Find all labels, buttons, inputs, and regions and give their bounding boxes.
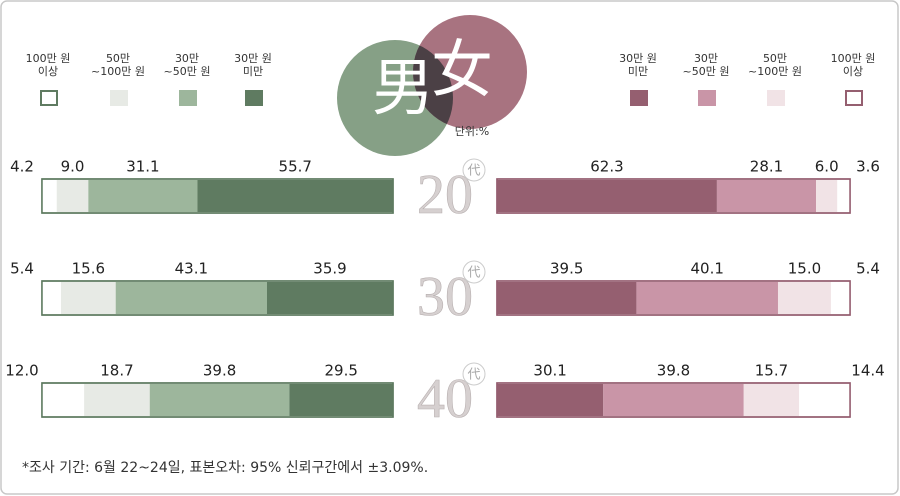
age-label: 20 (417, 164, 473, 226)
value-label: 15.6 (72, 260, 105, 278)
legend-label: 30만 원 미만 (619, 52, 657, 78)
bar-segment (497, 180, 717, 212)
legend-swatch (767, 90, 785, 106)
female-symbol: 女 (431, 33, 493, 106)
bar-segment (716, 180, 817, 212)
value-label: 30.1 (533, 362, 566, 380)
bar-segment (837, 180, 850, 212)
bar-segment (60, 282, 116, 314)
bar-segment (743, 384, 800, 416)
value-label: 39.8 (203, 362, 236, 380)
bar-segment (777, 282, 831, 314)
value-label: 43.1 (175, 260, 208, 278)
legend-label: 100만 원 이상 (25, 52, 71, 78)
value-label: 4.2 (10, 158, 34, 176)
value-label: 12.0 (5, 362, 38, 380)
bar-segment (266, 282, 393, 314)
bar-segment (289, 384, 393, 416)
legend-swatch (845, 90, 863, 106)
value-label: 35.9 (313, 260, 346, 278)
bar-border (41, 178, 394, 214)
bar-segment (603, 384, 744, 416)
legend-swatch (40, 90, 58, 106)
value-label: 6.0 (815, 158, 839, 176)
bar-segment (497, 384, 604, 416)
unit-label: 단위:% (455, 125, 489, 138)
bar-segment (115, 282, 267, 314)
bar-border (496, 178, 851, 214)
value-label: 15.0 (788, 260, 821, 278)
bar-segment (42, 384, 85, 416)
value-label: 39.5 (550, 260, 583, 278)
bar-segment (149, 384, 290, 416)
male-symbol: 男 (372, 51, 434, 124)
bar-segment (42, 282, 61, 314)
value-label: 15.7 (755, 362, 788, 380)
legend-swatch (245, 90, 263, 106)
bar-border (41, 280, 394, 316)
value-label: 5.4 (856, 260, 880, 278)
legend-swatch (630, 90, 648, 106)
bar-segment (816, 180, 838, 212)
value-label: 39.8 (657, 362, 690, 380)
age-badge (462, 260, 486, 284)
age-suffix: 代 (467, 164, 480, 179)
bar-segment (197, 180, 393, 212)
bar-segment (56, 180, 89, 212)
age-badge (462, 158, 486, 182)
bar-border (41, 382, 394, 418)
age-badge (462, 362, 486, 386)
value-label: 14.4 (851, 362, 884, 380)
legend-swatch (698, 90, 716, 106)
legend-label: 100만 원 이상 (830, 52, 876, 78)
value-label: 9.0 (61, 158, 85, 176)
footnote: *조사 기간: 6월 22~24일, 표본오차: 95% 신뢰구간에서 ±3.0… (22, 460, 428, 476)
value-label: 3.6 (856, 158, 880, 176)
value-label: 55.7 (279, 158, 312, 176)
value-label: 62.3 (590, 158, 623, 176)
bar-segment (42, 180, 57, 212)
legend-label: 50만 ~100만 원 (91, 52, 145, 78)
value-label: 29.5 (325, 362, 358, 380)
value-label: 31.1 (126, 158, 159, 176)
legend-label: 50만 ~100만 원 (748, 52, 802, 78)
value-label: 28.1 (750, 158, 783, 176)
legend-swatch (179, 90, 197, 106)
legend-label: 30만 ~50만 원 (163, 52, 211, 78)
bar-segment (88, 180, 198, 212)
value-label: 40.1 (691, 260, 724, 278)
bar-segment (636, 282, 778, 314)
bar-segment (497, 282, 637, 314)
bar-segment (84, 384, 150, 416)
bar-segment (830, 282, 850, 314)
age-suffix: 代 (467, 266, 480, 281)
legend-label: 30만 ~50만 원 (682, 52, 730, 78)
bar-border (496, 382, 851, 418)
bar-border (496, 280, 851, 316)
bar-segment (799, 384, 850, 416)
value-label: 5.4 (10, 260, 34, 278)
age-suffix: 代 (467, 368, 480, 383)
legend-swatch (110, 90, 128, 106)
legend-label: 30만 원 미만 (234, 52, 272, 78)
value-label: 18.7 (100, 362, 133, 380)
